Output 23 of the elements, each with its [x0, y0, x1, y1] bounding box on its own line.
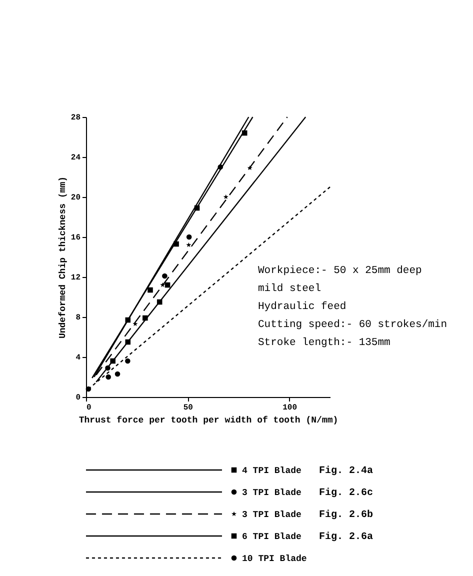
y-tick-label: 20 [70, 194, 81, 202]
x-tick-label: 0 [86, 404, 92, 412]
legend-label: 10 TPI Blade [242, 554, 307, 564]
legend-label: 6 TPI Blade [242, 532, 302, 542]
legend-label: 3 TPI Blade [242, 510, 302, 520]
y-tick-label: 16 [70, 234, 81, 242]
annotation: Workpiece:- 50 x 25mm deep mild steel Hydraulic feed Cutting speed:- 60 strokes/min Stroke length:- 135mm [258, 265, 448, 349]
y-axis-title: Undeformed Chip thickness (mm) [58, 176, 68, 339]
y-tick-label: 12 [70, 274, 81, 282]
caption: Fig. 2.6b [319, 509, 374, 521]
caption: Fig. 2.4a [319, 465, 374, 477]
caption: Fig. 2.6c [319, 487, 374, 499]
x-axis-title: Thrust force per tooth per width of tooth (N/mm) [78, 416, 338, 426]
legend-label: 3 TPI Blade [242, 488, 302, 498]
x-tick-label: 50 [183, 404, 194, 412]
caption: Fig. 2.6a [319, 531, 374, 543]
y-tick-label: 0 [76, 394, 81, 402]
y-tick-label: 8 [76, 314, 81, 322]
x-tick-label: 100 [282, 404, 298, 412]
y-tick-label: 28 [70, 114, 81, 122]
legend-label: 4 TPI Blade [242, 466, 302, 476]
y-tick-label: 24 [70, 154, 81, 162]
y-tick-label: 4 [76, 354, 81, 362]
